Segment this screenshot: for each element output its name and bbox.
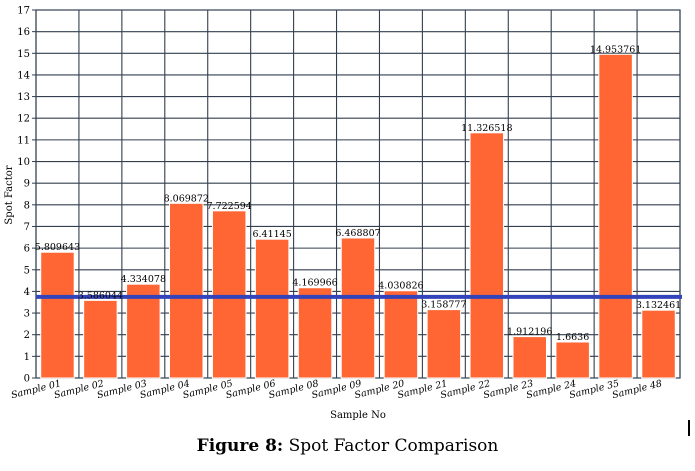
y-tick-label: 4 (24, 287, 30, 298)
y-tick-label: 12 (17, 114, 30, 125)
bar (341, 238, 374, 378)
x-axis-title: Sample No (330, 410, 386, 421)
y-tick-label: 2 (24, 330, 30, 341)
text-cursor (688, 420, 690, 436)
bar (556, 342, 589, 378)
y-axis-title: Spot Factor (4, 165, 15, 224)
bar-value-label: 4.334078 (121, 274, 166, 285)
bar-value-label: 6.468807 (335, 228, 380, 239)
y-tick-label: 7 (24, 222, 30, 233)
y-tick-label: 16 (17, 27, 30, 38)
bar (384, 291, 417, 378)
y-tick-label: 8 (24, 200, 30, 211)
bar (513, 337, 546, 378)
bar (427, 310, 460, 378)
chart: 5.809643 3.586044 4.334078 8.069872 7.722594… (0, 0, 695, 430)
bar-value-label: 14.953761 (590, 44, 641, 55)
bar (298, 288, 331, 378)
bar-value-label: 3.158777 (421, 300, 466, 311)
bar (84, 300, 117, 378)
bar-value-label: 11.326518 (461, 123, 512, 134)
bar-value-label: 5.809643 (35, 242, 80, 253)
y-tick-label: 11 (17, 135, 30, 146)
bar-value-label: 6.41145 (252, 229, 291, 240)
bar (470, 133, 503, 378)
y-tick-label: 5 (24, 265, 30, 276)
bar-value-label: 1.912196 (507, 327, 552, 338)
bar (170, 203, 203, 378)
bar (41, 252, 74, 378)
figure-caption: Figure 8: Spot Factor Comparison (0, 436, 695, 456)
figure-caption-text: Spot Factor Comparison (289, 436, 499, 456)
y-tick-label: 1 (24, 352, 30, 363)
bar (642, 310, 675, 378)
bar-value-label: 3.132461 (636, 300, 681, 311)
y-tick-label: 9 (24, 179, 30, 190)
chart-svg: 5.809643 3.586044 4.334078 8.0698727.722594… (0, 0, 695, 430)
y-tick-label: 10 (17, 157, 30, 168)
y-tick-label: 14 (17, 70, 30, 81)
y-tick-label: 15 (17, 49, 30, 60)
y-tick-label: 6 (24, 244, 30, 255)
bar (212, 211, 245, 378)
bar-value-label: 8.069872 (164, 193, 209, 204)
bar (255, 239, 288, 378)
x-tick-label: Sample 48 (611, 378, 663, 401)
bar-value-label: 4.169966 (292, 278, 337, 289)
y-tick-label: 13 (17, 92, 30, 103)
bar-value-label: 7.722594 (207, 201, 252, 212)
figure-caption-label: Figure 8: (197, 436, 284, 456)
bar-value-label: 1.6636 (556, 332, 589, 343)
bar-value-label: 4.030826 (378, 281, 423, 292)
y-tick-label: 0 (24, 374, 30, 385)
bar-value-label: 3.586044 (78, 290, 123, 301)
y-tick-label: 3 (24, 309, 30, 320)
bar (599, 54, 632, 378)
y-tick-label: 17 (17, 6, 30, 17)
